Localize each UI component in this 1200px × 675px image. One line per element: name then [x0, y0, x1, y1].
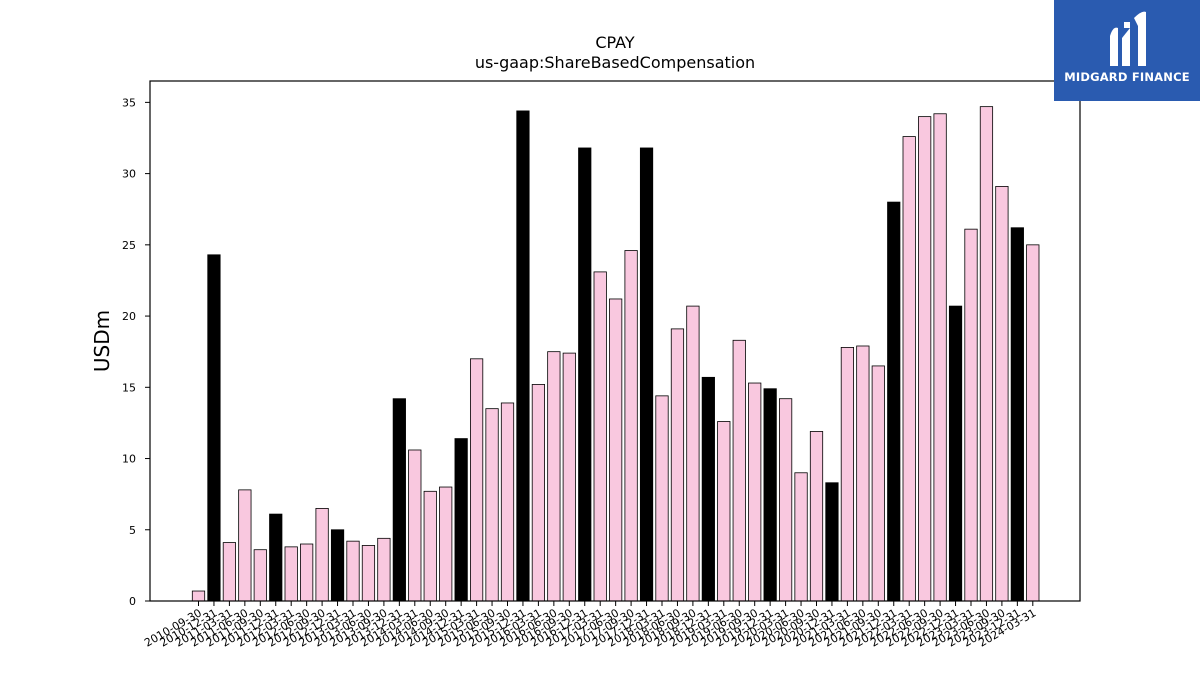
x-axis: 2010-09-302010-12-312011-03-312011-06-30… — [142, 601, 1038, 650]
bar-2020-03-31 — [779, 398, 793, 602]
bar-2014-03-31 — [408, 449, 422, 602]
bar-2013-09-30 — [377, 537, 391, 602]
bars-group — [191, 106, 1040, 602]
bar-2019-12-31 — [763, 388, 777, 602]
bar-2021-03-31 — [840, 347, 855, 602]
bar-2011-03-31 — [222, 542, 236, 602]
bar-2012-09-30 — [315, 507, 329, 602]
y-tick-label: 30 — [122, 168, 136, 181]
bar-2018-09-30 — [686, 305, 700, 602]
bar-2015-09-30 — [500, 402, 515, 602]
y-tick-label: 20 — [122, 310, 136, 323]
bar-2010-12-31 — [207, 254, 221, 602]
bar-2023-09-30 — [995, 186, 1009, 602]
y-tick-label: 15 — [122, 381, 136, 394]
bar-2013-06-30 — [361, 545, 376, 602]
bar-2024-03-31 — [1026, 244, 1040, 602]
bar-2017-09-30 — [624, 250, 638, 602]
bar-2018-12-31 — [701, 376, 715, 602]
bar-2016-12-31 — [578, 147, 592, 602]
bar-2020-09-30 — [809, 431, 824, 602]
bar-2017-03-31 — [593, 271, 607, 602]
midgard-logo-icon — [1110, 11, 1146, 67]
chart-title: CPAY — [595, 33, 635, 52]
bar-2023-06-30 — [979, 106, 994, 602]
bar-2020-12-31 — [825, 482, 839, 602]
plot-frame — [149, 80, 1081, 602]
bar-2014-09-30 — [439, 486, 453, 602]
bar-2017-12-31 — [639, 147, 654, 602]
y-tick-label: 35 — [122, 96, 136, 109]
bar-2015-06-30 — [485, 408, 499, 602]
bar-2019-03-31 — [717, 421, 731, 602]
bar-2020-06-30 — [794, 472, 808, 602]
bar-2022-06-30 — [918, 116, 932, 602]
bar-2021-06-30 — [856, 345, 870, 602]
bar-2018-06-30 — [670, 328, 685, 602]
y-tick-label: 5 — [129, 524, 136, 537]
chart-subtitle: us-gaap:ShareBasedCompensation — [475, 53, 755, 72]
bar-2022-03-31 — [902, 136, 916, 602]
y-tick-label: 0 — [129, 595, 136, 608]
y-tick-label: 25 — [122, 239, 136, 252]
bar-2019-06-30 — [732, 339, 746, 602]
bar-2013-12-31 — [392, 398, 406, 602]
bar-2017-06-30 — [609, 298, 623, 602]
bar-2010-09-30 — [191, 590, 206, 602]
bar-2018-03-31 — [655, 395, 669, 602]
bar-2023-12-31 — [1010, 227, 1024, 602]
bar-2016-09-30 — [562, 352, 576, 602]
bar-2011-09-30 — [253, 549, 267, 602]
bar-2011-12-31 — [269, 513, 283, 602]
bar-2012-06-30 — [300, 543, 314, 602]
bar-2015-03-31 — [469, 358, 484, 602]
bar-2022-12-31 — [948, 305, 963, 602]
y-axis-label: USDm — [90, 310, 114, 372]
bar-2012-03-31 — [284, 546, 298, 602]
y-axis: 0 5 10 15 20 25 30 35 — [122, 96, 150, 608]
y-tick-label: 10 — [122, 453, 136, 466]
bar-2015-12-31 — [516, 110, 530, 602]
bar-2022-09-30 — [933, 113, 947, 602]
bar-2016-06-30 — [547, 351, 561, 602]
brand-name: MIDGARD FINANCE — [1064, 70, 1190, 84]
bar-2023-03-31 — [964, 228, 978, 602]
bar-2021-12-31 — [887, 201, 901, 602]
bar-2016-03-31 — [531, 384, 546, 602]
bar-2019-09-30 — [748, 382, 762, 602]
bar-2021-09-30 — [871, 365, 885, 602]
bar-2013-03-31 — [346, 540, 360, 602]
bar-2014-06-30 — [423, 490, 437, 602]
brand-logo: MIDGARD FINANCE — [1054, 0, 1200, 101]
bar-2011-06-30 — [238, 489, 252, 602]
bar-2012-12-31 — [330, 529, 345, 602]
bar-2014-12-31 — [454, 438, 468, 602]
